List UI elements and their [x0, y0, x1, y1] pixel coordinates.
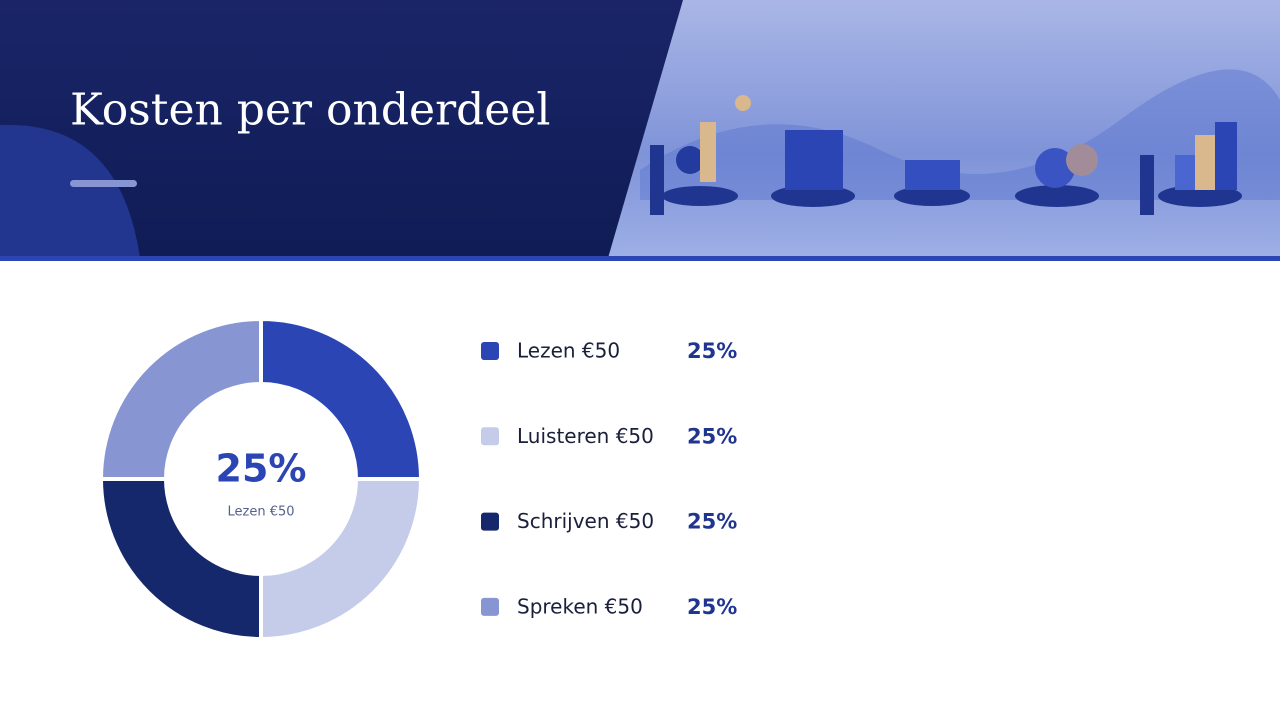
- title-underline: [70, 180, 137, 187]
- legend-swatch: [481, 427, 499, 446]
- illustration: [640, 69, 1280, 215]
- legend-swatch: [481, 597, 499, 616]
- header-rule: [0, 256, 1280, 261]
- legend-label: Lezen €50: [517, 339, 620, 363]
- center-label: Lezen €50: [227, 505, 294, 520]
- header-decor: [0, 124, 140, 259]
- chart-title: Kosten per onderdeel: [70, 85, 550, 136]
- donut-slice: [98, 316, 263, 481]
- donut-slice: [259, 316, 424, 481]
- legend-label: Luisteren €50: [517, 424, 654, 448]
- legend-value: 25%: [687, 339, 737, 363]
- donut-slice: [259, 477, 424, 642]
- legend-value: 25%: [687, 424, 737, 448]
- donut-chart: Lezen €50 25% Luisteren €50 25% Schrijven €5…: [98, 316, 737, 642]
- legend-label: Spreken €50: [517, 594, 643, 618]
- center-value: 25%: [216, 447, 307, 491]
- legend-value: 25%: [687, 595, 737, 619]
- legend-swatch: [481, 512, 499, 531]
- donut-slice: [98, 477, 263, 642]
- legend-label: Schrijven €50: [517, 509, 654, 533]
- legend-swatch: [481, 342, 499, 360]
- legend-value: 25%: [687, 510, 737, 534]
